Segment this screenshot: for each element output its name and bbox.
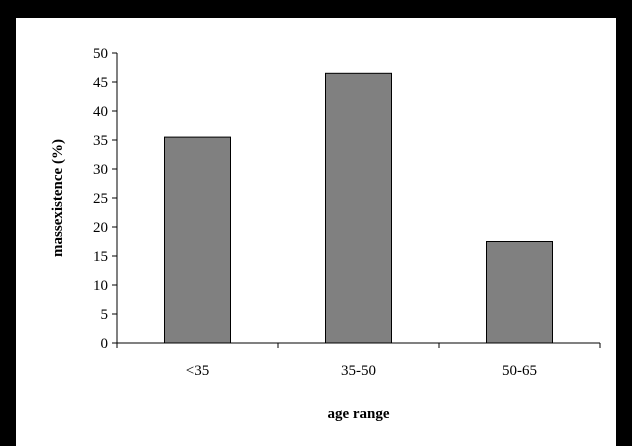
bar-0: [164, 136, 231, 344]
axes-group: [112, 52, 601, 348]
y-tick-label-4: 20: [93, 220, 108, 236]
x-tick-label-0: <35: [186, 363, 209, 379]
y-tick-label-9: 45: [93, 75, 108, 91]
chart-frame: <35 35-50 50-65 0 5 10 15 20 25 30 35 40 45 50 age ra…: [16, 18, 616, 446]
y-tick-label-2: 10: [93, 278, 108, 294]
ticks-group: <35 35-50 50-65 0 5 10 15 20 25 30 35 40 45 50: [93, 46, 537, 379]
y-axis-title: massexistence (%): [50, 139, 66, 257]
y-tick-label-1: 5: [101, 307, 109, 323]
x-tick-label-2: 50-65: [502, 363, 537, 379]
y-tick-label-8: 40: [93, 104, 108, 120]
y-tick-label-10: 50: [93, 46, 108, 62]
bar-chart: <35 35-50 50-65 0 5 10 15 20 25 30 35 40 45 50 age ra…: [50, 46, 601, 422]
bar-2: [486, 241, 553, 344]
y-tick-label-7: 35: [93, 133, 108, 149]
bar-1: [325, 72, 392, 344]
y-tick-label-5: 25: [93, 191, 108, 207]
y-tick-label-6: 30: [93, 162, 108, 178]
bars-group: [164, 72, 553, 344]
y-tick-label-3: 15: [93, 249, 108, 265]
y-tick-label-0: 0: [101, 336, 109, 352]
x-axis-title: age range: [327, 406, 389, 422]
x-tick-label-1: 35-50: [341, 363, 376, 379]
